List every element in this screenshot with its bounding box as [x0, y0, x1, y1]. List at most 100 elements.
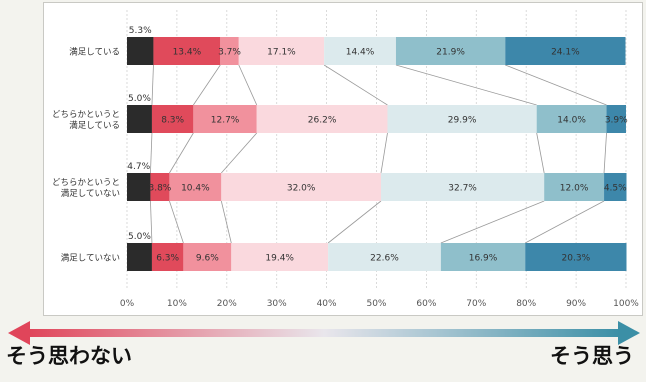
- value-label: 14.4%: [346, 48, 375, 58]
- connector-line: [603, 132, 607, 174]
- bar-segment: [604, 173, 627, 201]
- bar-segment: [536, 105, 607, 133]
- value-label: 16.9%: [469, 254, 498, 264]
- x-tick-label: 50%: [366, 299, 386, 309]
- value-label: 12.7%: [211, 116, 240, 126]
- value-label: 29.9%: [448, 116, 477, 126]
- x-tick-label: 70%: [466, 299, 486, 309]
- category-label: 満足していない: [61, 189, 120, 199]
- x-tick-label: 60%: [416, 299, 436, 309]
- connector-line: [440, 200, 545, 244]
- bar-segment: [256, 105, 388, 133]
- bar-segment: [544, 173, 605, 201]
- connector-layer: [150, 64, 607, 244]
- bar-segment: [328, 243, 441, 271]
- bar-segment: [127, 105, 152, 133]
- value-label: 3.8%: [148, 184, 171, 194]
- category-label: どちらかというと: [52, 110, 120, 120]
- scale-arrow: [8, 321, 640, 345]
- bar-segment: [440, 243, 526, 271]
- bar-segment: [183, 243, 232, 271]
- arrow-head-right: [618, 321, 640, 345]
- x-tick-label: 0%: [120, 299, 135, 309]
- bar-segment: [169, 173, 222, 201]
- connector-line: [151, 64, 154, 106]
- value-label: 13.4%: [173, 48, 202, 58]
- connector-line: [505, 64, 607, 106]
- x-tick-label: 90%: [566, 299, 586, 309]
- connector-line: [220, 200, 232, 244]
- bar-segment: [380, 173, 545, 201]
- category-label: どちらかというと: [52, 178, 120, 188]
- connector-line: [169, 132, 194, 174]
- value-label: 6.3%: [156, 254, 179, 264]
- connector-line: [169, 200, 184, 244]
- bar-segment: [127, 37, 154, 65]
- connector-line: [323, 64, 388, 106]
- value-label: 20.3%: [562, 254, 591, 264]
- bar-segment: [193, 105, 257, 133]
- bar-segment: [151, 243, 184, 271]
- x-tick-label: 30%: [267, 299, 287, 309]
- value-label: 21.9%: [436, 48, 465, 58]
- value-label: 26.2%: [308, 116, 337, 126]
- value-label: 24.1%: [551, 48, 580, 58]
- value-label: 5.3%: [129, 26, 152, 36]
- connector-line: [536, 132, 545, 174]
- value-label: 5.0%: [128, 232, 151, 242]
- x-tick-label: 10%: [167, 299, 187, 309]
- connector-line: [238, 64, 258, 106]
- connector-line: [221, 132, 258, 174]
- connector-line: [193, 64, 221, 106]
- bar-segment: [153, 37, 221, 65]
- value-label: 14.0%: [557, 116, 586, 126]
- bar-segment: [221, 173, 381, 201]
- x-tick-label: 80%: [516, 299, 536, 309]
- bar-segment: [151, 105, 194, 133]
- bar-segment: [505, 37, 626, 65]
- value-label: 32.7%: [448, 184, 477, 194]
- bar-segment: [395, 37, 506, 65]
- connector-line: [150, 200, 153, 244]
- x-tick-label: 20%: [217, 299, 237, 309]
- bar-segment: [231, 243, 329, 271]
- category-label: 満足している: [69, 48, 120, 58]
- value-label: 9.6%: [196, 254, 219, 264]
- bar-segment: [238, 37, 325, 65]
- label-layer: 0% 10% 20% 30% 40% 50% 60% 70% 80% 90% 100% 5.3% 13.…: [52, 26, 639, 309]
- value-label: 5.0%: [128, 94, 151, 104]
- arrow-head-left: [8, 321, 30, 345]
- value-label: 4.5%: [604, 184, 627, 194]
- bar-segment: [606, 105, 626, 133]
- arrow-shaft: [28, 329, 620, 337]
- bar-segment: [387, 105, 537, 133]
- bar-segment: [220, 37, 239, 65]
- x-tick-label: 40%: [317, 299, 337, 309]
- connector-line: [150, 132, 153, 174]
- value-label: 3.7%: [218, 48, 241, 58]
- value-label: 32.0%: [287, 184, 316, 194]
- connector-line: [395, 64, 537, 106]
- bar-layer: [127, 37, 627, 271]
- bar-segment: [324, 37, 396, 65]
- connector-line: [380, 132, 388, 174]
- arrow-left-label: そう思わない: [6, 344, 132, 368]
- value-label: 4.7%: [127, 162, 150, 172]
- bar-segment: [150, 173, 170, 201]
- arrow-right-label: そう思う: [550, 344, 634, 368]
- category-label: 満足している: [69, 121, 120, 131]
- value-label: 17.1%: [267, 48, 296, 58]
- value-label: 12.0%: [560, 184, 589, 194]
- value-label: 10.4%: [181, 184, 210, 194]
- connector-line: [525, 200, 605, 244]
- value-label: 19.4%: [265, 254, 294, 264]
- value-label: 8.3%: [161, 116, 184, 126]
- bar-segment: [525, 243, 627, 271]
- bar-segment: [127, 173, 151, 201]
- value-label: 3.9%: [605, 116, 628, 126]
- x-tick-label: 100%: [613, 299, 639, 309]
- category-label: 満足していない: [61, 254, 120, 264]
- value-label: 22.6%: [370, 254, 399, 264]
